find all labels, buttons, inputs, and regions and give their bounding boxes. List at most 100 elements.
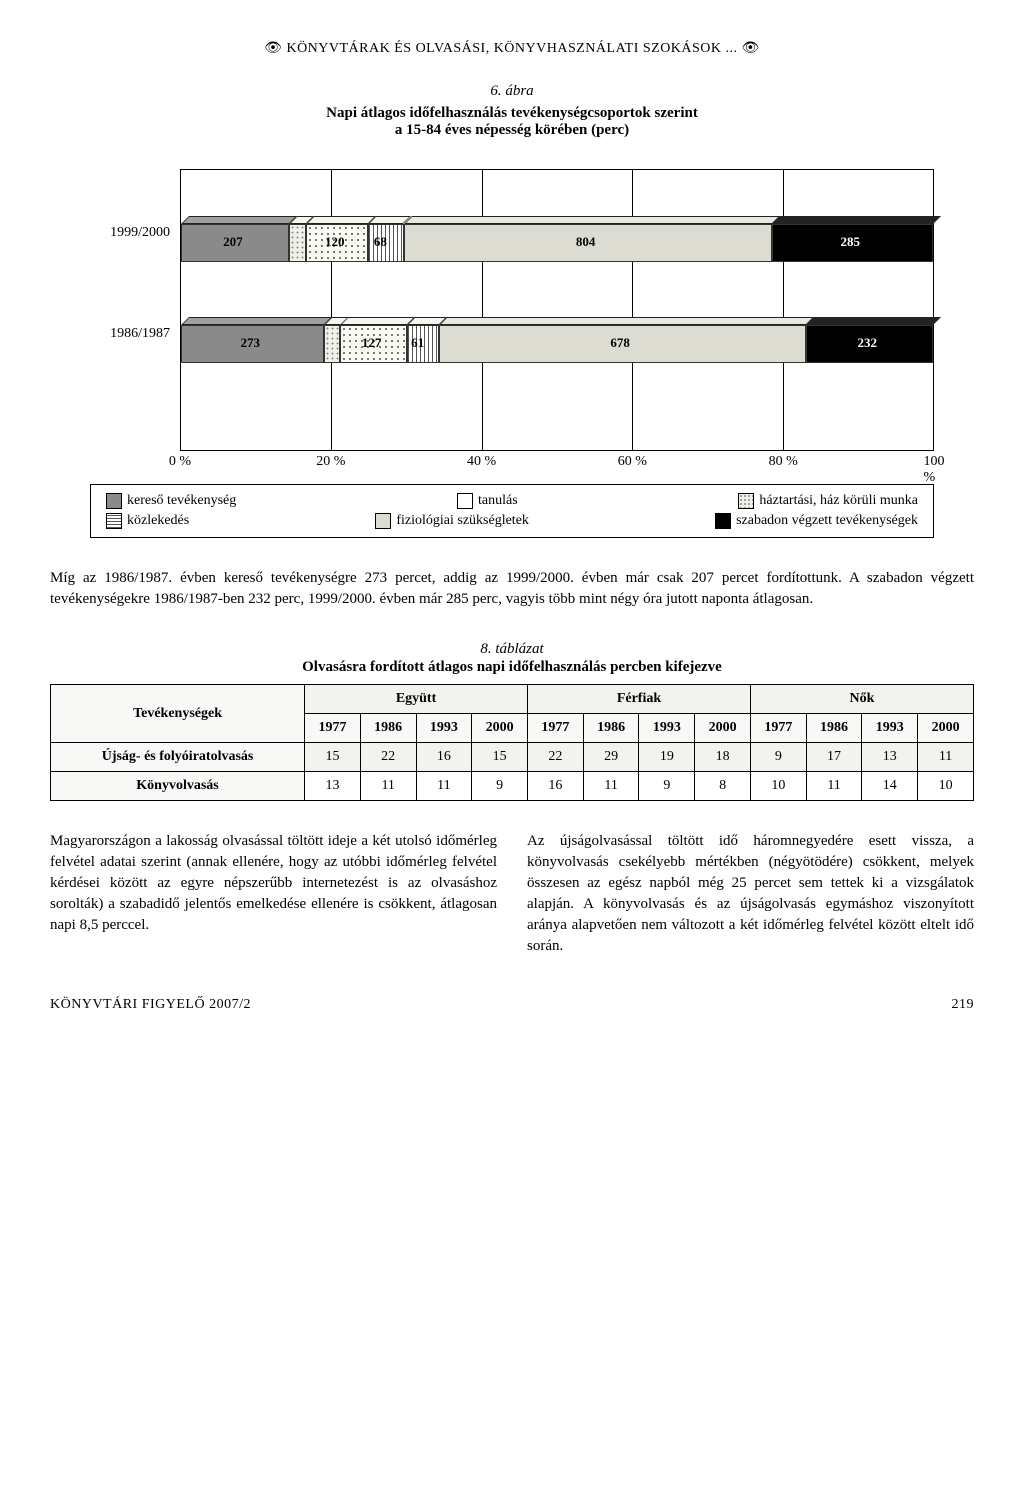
table-row: Könyvolvasás131111916119810111410 bbox=[51, 772, 974, 801]
table-cell: 13 bbox=[862, 743, 918, 772]
bar-cap bbox=[404, 216, 780, 224]
figure-title: Napi átlagos időfelhasználás tevékenység… bbox=[50, 105, 974, 139]
legend-label: kereső tevékenység bbox=[127, 493, 236, 509]
eye-icon: 👁 bbox=[742, 41, 760, 56]
table-corner: Tevékenységek bbox=[51, 685, 305, 743]
table-cell: 9 bbox=[639, 772, 695, 801]
legend-item: kereső tevékenység bbox=[106, 493, 236, 509]
right-column: Az újságolvasással töltött idő háromnegy… bbox=[527, 831, 974, 957]
table-cell: 14 bbox=[862, 772, 918, 801]
bar-y-label: 1986/1987 bbox=[90, 326, 170, 342]
year-header: 1986 bbox=[806, 714, 862, 743]
table-cell: 17 bbox=[806, 743, 862, 772]
figure-caption: 6. ábra bbox=[50, 82, 974, 100]
gridline bbox=[632, 170, 633, 450]
legend-label: szabadon végzett tevékenységek bbox=[736, 513, 918, 529]
year-header: 1977 bbox=[750, 714, 806, 743]
table-cell: 22 bbox=[360, 743, 416, 772]
segment-value: 127 bbox=[362, 335, 382, 351]
group-head: Együtt bbox=[305, 685, 528, 714]
segment-value: 273 bbox=[240, 335, 260, 351]
legend-item: közlekedés bbox=[106, 513, 189, 529]
legend-swatch bbox=[375, 513, 391, 529]
bar-cap bbox=[340, 317, 415, 325]
table-cell: 29 bbox=[583, 743, 639, 772]
table-number: 8. táblázat bbox=[480, 641, 543, 657]
bar-cap bbox=[772, 216, 941, 224]
bar-cap bbox=[439, 317, 814, 325]
table-cell: 16 bbox=[416, 743, 472, 772]
segment-value: 232 bbox=[857, 335, 877, 351]
chart-container: 2071206880428527312761678232 0 %20 %40 %… bbox=[90, 169, 934, 469]
legend-label: fiziológiai szükségletek bbox=[396, 513, 529, 529]
table-cell: 16 bbox=[528, 772, 584, 801]
table-title: Olvasásra fordított átlagos napi időfelh… bbox=[302, 659, 722, 675]
eye-icon: 👁 bbox=[264, 41, 282, 56]
data-table: Tevékenységek Együtt Férfiak Nők 1977198… bbox=[50, 684, 974, 801]
bar-cap bbox=[806, 317, 941, 325]
x-tick-label: 40 % bbox=[467, 454, 496, 470]
segment-value: 120 bbox=[325, 234, 345, 250]
legend-item: háztartási, ház körüli munka bbox=[738, 493, 918, 509]
table-cell: 11 bbox=[416, 772, 472, 801]
year-header: 1993 bbox=[862, 714, 918, 743]
year-header: 1977 bbox=[305, 714, 361, 743]
table-cell: 18 bbox=[695, 743, 751, 772]
legend-item: tanulás bbox=[457, 493, 518, 509]
legend-item: szabadon végzett tevékenységek bbox=[715, 513, 918, 529]
year-header: 1986 bbox=[360, 714, 416, 743]
page-header: 👁 KÖNYVTÁRAK ÉS OLVASÁSI, KÖNYVHASZNÁLAT… bbox=[50, 40, 974, 57]
group-head: Nők bbox=[750, 685, 973, 714]
year-header: 2000 bbox=[695, 714, 751, 743]
x-tick-label: 80 % bbox=[769, 454, 798, 470]
legend-item: fiziológiai szükségletek bbox=[375, 513, 529, 529]
segment-value: 207 bbox=[223, 234, 243, 250]
legend-label: háztartási, ház körüli munka bbox=[759, 493, 918, 509]
two-column-text: Magyarországon a lakosság olvasással töl… bbox=[50, 831, 974, 957]
table-row: Újság- és folyóiratolvasás15221615222919… bbox=[51, 743, 974, 772]
legend-swatch bbox=[106, 493, 122, 509]
table-cell: 15 bbox=[472, 743, 528, 772]
table-cell: 22 bbox=[528, 743, 584, 772]
chart-legend: kereső tevékenység tanulás háztartási, ház… bbox=[90, 484, 934, 538]
x-tick-label: 0 % bbox=[169, 454, 191, 470]
table-cell: 15 bbox=[305, 743, 361, 772]
legend-label: közlekedés bbox=[127, 513, 189, 529]
body-paragraph: Míg az 1986/1987. évben kereső tevékenys… bbox=[50, 568, 974, 610]
segment-value: 678 bbox=[610, 335, 630, 351]
group-head: Férfiak bbox=[528, 685, 751, 714]
page-footer: KÖNYVTÁRI FIGYELŐ 2007/2 219 bbox=[50, 997, 974, 1013]
segment-value: 804 bbox=[576, 234, 596, 250]
bar-segment bbox=[324, 325, 341, 363]
year-header: 1993 bbox=[639, 714, 695, 743]
bar-cap bbox=[306, 216, 376, 224]
legend-label: tanulás bbox=[478, 493, 518, 509]
segment-value: 61 bbox=[411, 335, 424, 351]
row-label: Újság- és folyóiratolvasás bbox=[51, 743, 305, 772]
segment-value: 68 bbox=[374, 234, 387, 250]
left-column: Magyarországon a lakosság olvasással töl… bbox=[50, 831, 497, 957]
table-cell: 11 bbox=[918, 743, 974, 772]
year-header: 1986 bbox=[583, 714, 639, 743]
gridline bbox=[783, 170, 784, 450]
x-tick-label: 60 % bbox=[618, 454, 647, 470]
figure-number: 6. ábra bbox=[490, 83, 533, 99]
x-tick-label: 100 % bbox=[924, 454, 945, 486]
table-cell: 11 bbox=[583, 772, 639, 801]
table-cell: 8 bbox=[695, 772, 751, 801]
table-cell: 10 bbox=[918, 772, 974, 801]
bar-cap bbox=[181, 317, 332, 325]
header-text: KÖNYVTÁRAK ÉS OLVASÁSI, KÖNYVHASZNÁLATI … bbox=[286, 41, 737, 56]
gridline bbox=[331, 170, 332, 450]
year-header: 1977 bbox=[528, 714, 584, 743]
bar-segment bbox=[289, 224, 306, 262]
legend-swatch bbox=[738, 493, 754, 509]
x-tick-label: 20 % bbox=[316, 454, 345, 470]
legend-swatch bbox=[457, 493, 473, 509]
table-cell: 9 bbox=[472, 772, 528, 801]
legend-swatch bbox=[106, 513, 122, 529]
table-cell: 13 bbox=[305, 772, 361, 801]
table-cell: 9 bbox=[750, 743, 806, 772]
footer-right: 219 bbox=[952, 997, 975, 1013]
bar-y-label: 1999/2000 bbox=[90, 225, 170, 241]
